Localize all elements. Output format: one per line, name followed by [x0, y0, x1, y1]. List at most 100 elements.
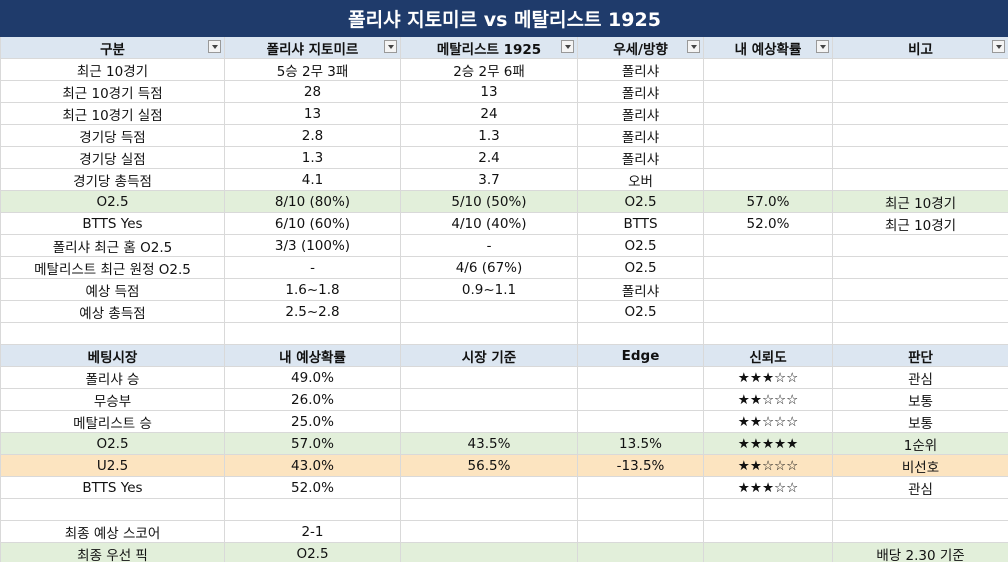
column-header: 메탈리스트 1925 — [400, 36, 578, 59]
table-row: 최종 예상 스코어 2-1 — [0, 520, 1008, 543]
sheet-title: 폴리샤 지토미르 vs 메탈리스트 1925 — [0, 0, 1008, 37]
cell: 26.0% — [224, 388, 401, 411]
cell: 3.7 — [400, 168, 578, 191]
cell — [831, 498, 1008, 521]
table-row: 무승부 26.0% ★★☆☆☆ 보통 — [0, 388, 1008, 411]
header-text: 신뢰도 — [749, 349, 787, 366]
cell: 폴리샤 — [577, 58, 704, 81]
filter-button[interactable] — [561, 40, 574, 53]
header-text: 시장 기준 — [461, 349, 517, 366]
header-row: 베팅시장 내 예상확률 시장 기준 Edge 신뢰도 판단 — [0, 344, 1008, 367]
cell — [831, 102, 1008, 125]
cell — [400, 542, 578, 562]
cell: 경기당 득점 — [0, 124, 225, 147]
cell: 25.0% — [224, 410, 401, 433]
column-header: 베팅시장 — [0, 344, 225, 367]
cell: 경기당 총득점 — [0, 168, 225, 191]
cell — [224, 322, 401, 345]
cell: O2.5 — [0, 432, 225, 455]
cell — [831, 234, 1008, 257]
table-row: 메탈리스트 최근 원정 O2.5-4/6 (67%) O2.5 — [0, 256, 1008, 279]
cell — [703, 146, 833, 169]
cell — [400, 388, 578, 411]
cell — [400, 476, 578, 499]
header-text: 메탈리스트 1925 — [436, 41, 542, 58]
cell: 49.0% — [224, 366, 401, 389]
cell — [703, 168, 833, 191]
table-row: 최근 10경기 득점 28 13 폴리샤 — [0, 80, 1008, 103]
table-row: 최근 10경기 5승 2무 3패 2승 2무 6패 폴리샤 — [0, 58, 1008, 81]
filter-button[interactable] — [816, 40, 829, 53]
cell: O2.5 — [577, 256, 704, 279]
cell: 43.0% — [224, 454, 401, 477]
cell: 배당 2.30 기준 — [831, 542, 1008, 562]
table-row: O2.5 8/10 (80%) 5/10 (50%) O2.5 57.0% 최근 10경기 — [0, 190, 1008, 213]
cell: 폴리샤 — [577, 80, 704, 103]
cell: ★★★☆☆ — [703, 476, 833, 499]
cell: 24 — [400, 102, 578, 125]
cell: 최종 우선 픽 — [0, 542, 225, 562]
header-text: 내 예상확률 — [279, 349, 346, 366]
cell: - — [224, 256, 401, 279]
cell: 13.5% — [577, 432, 704, 455]
cell: 관심 — [831, 366, 1008, 389]
cell: - — [400, 234, 578, 257]
blank-row — [0, 322, 1008, 345]
cell — [703, 498, 833, 521]
cell: O2.5 — [577, 234, 704, 257]
cell: 13 — [400, 80, 578, 103]
table-row: U2.5 43.0% 56.5% -13.5% ★★☆☆☆ 비선호 — [0, 454, 1008, 477]
cell: 예상 총득점 — [0, 300, 225, 323]
cell: O2.5 — [577, 300, 704, 323]
cell — [831, 124, 1008, 147]
cell: 4/6 (67%) — [400, 256, 578, 279]
filter-button[interactable] — [687, 40, 700, 53]
cell: 57.0% — [703, 190, 833, 213]
table-row: 최종 우선 픽 O2.5 배당 2.30 기준 — [0, 542, 1008, 562]
cell: 0.9~1.1 — [400, 278, 578, 301]
cell — [400, 498, 578, 521]
filter-button[interactable] — [384, 40, 397, 53]
table-row: 경기당 득점 2.8 1.3 폴리샤 — [0, 124, 1008, 147]
cell: 경기당 실점 — [0, 146, 225, 169]
cell: 57.0% — [224, 432, 401, 455]
cell: BTTS — [577, 212, 704, 235]
cell: 56.5% — [400, 454, 578, 477]
cell: O2.5 — [577, 190, 704, 213]
table-row: 경기당 실점 1.3 2.4 폴리샤 — [0, 146, 1008, 169]
cell: 폴리샤 최근 홈 O2.5 — [0, 234, 225, 257]
table-row: 예상 총득점 2.5~2.8 O2.5 — [0, 300, 1008, 323]
cell: O2.5 — [0, 190, 225, 213]
cell: 2.5~2.8 — [224, 300, 401, 323]
cell — [0, 498, 225, 521]
cell: -13.5% — [577, 454, 704, 477]
cell: 오버 — [577, 168, 704, 191]
table-row — [0, 498, 1008, 521]
cell — [831, 520, 1008, 543]
cell: 메탈리스트 승 — [0, 410, 225, 433]
cell: 폴리샤 — [577, 146, 704, 169]
filter-button[interactable] — [208, 40, 221, 53]
cell — [703, 542, 833, 562]
cell — [831, 256, 1008, 279]
cell: 무승부 — [0, 388, 225, 411]
cell — [400, 410, 578, 433]
cell: 관심 — [831, 476, 1008, 499]
cell: 28 — [224, 80, 401, 103]
column-header: 판단 — [831, 344, 1008, 367]
table-row: 최근 10경기 실점 13 24 폴리샤 — [0, 102, 1008, 125]
cell: 최근 10경기 득점 — [0, 80, 225, 103]
header-text: Edge — [621, 347, 660, 364]
column-header: 내 예상확률 — [703, 36, 833, 59]
cell — [831, 58, 1008, 81]
cell: 폴리샤 — [577, 102, 704, 125]
cell: 1.3 — [224, 146, 401, 169]
cell — [831, 278, 1008, 301]
header-text: 베팅시장 — [87, 349, 138, 366]
cell: ★★★☆☆ — [703, 366, 833, 389]
filter-button[interactable] — [992, 40, 1006, 53]
cell: 1.3 — [400, 124, 578, 147]
cell: BTTS Yes — [0, 212, 225, 235]
column-header: 시장 기준 — [400, 344, 578, 367]
